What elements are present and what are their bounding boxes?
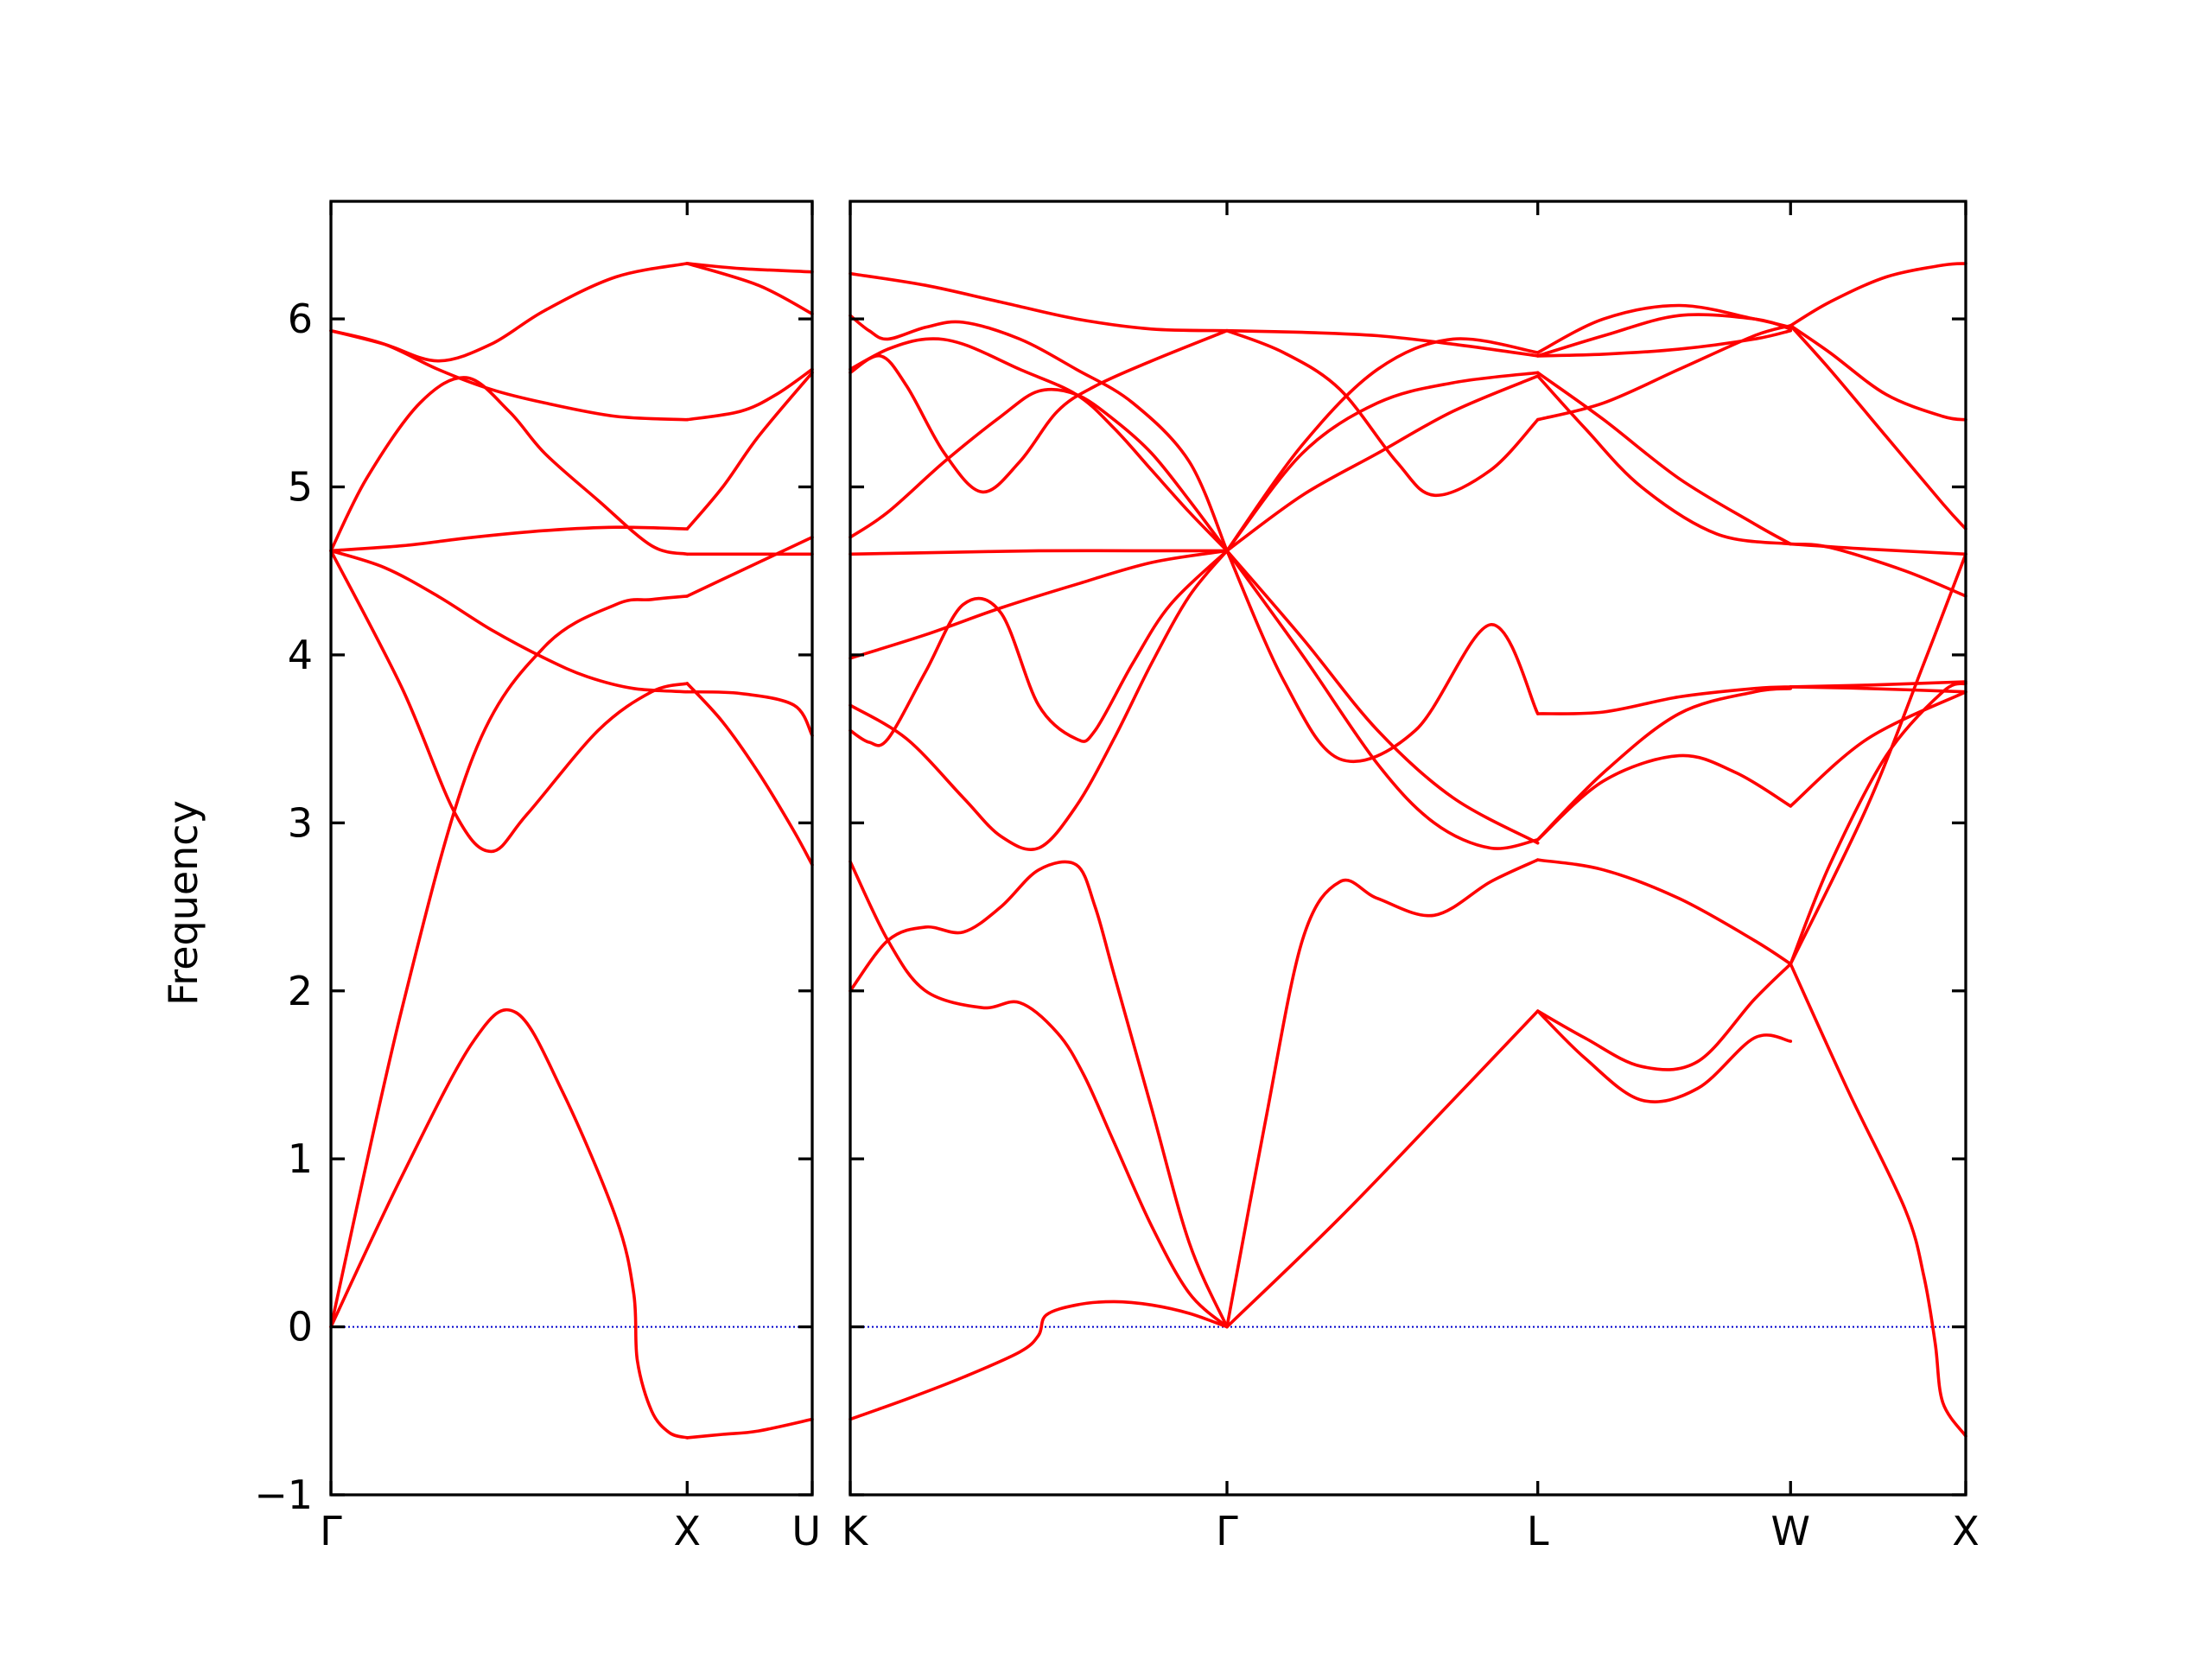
- band-right-34: [1225, 328, 1540, 498]
- ticks-layer: [849, 201, 1967, 1497]
- band-right-6: [1535, 858, 1793, 966]
- band-left-1: [329, 1007, 690, 1440]
- band-right-10: [849, 860, 1229, 1329]
- band-left-17: [685, 262, 814, 316]
- band-right-18: [849, 314, 1229, 553]
- x-tick-label-left-3: U: [791, 1508, 821, 1554]
- band-left-9: [329, 525, 690, 553]
- band-right-1: [849, 1300, 1229, 1421]
- x-tick-label-right-1: K: [842, 1508, 869, 1554]
- band-left-3: [329, 594, 690, 1329]
- band-right-25: [1535, 687, 1793, 842]
- band-left-5: [329, 549, 690, 854]
- band-right-5: [1535, 1009, 1793, 1103]
- y-tick-labels: −1 0 1 2 3 4 5 6: [254, 296, 313, 1518]
- x-tick-label-right-2: Γ: [1216, 1508, 1238, 1554]
- y-tick-label: 2: [288, 968, 313, 1014]
- y-tick-label: 1: [288, 1135, 313, 1182]
- bands-layer: [329, 262, 814, 1440]
- band-right-30: [1225, 374, 1540, 553]
- x-tick-label-left-1: Γ: [320, 1508, 342, 1554]
- x-tick-label-right-4: W: [1771, 1508, 1810, 1554]
- y-tick-label: −1: [254, 1471, 313, 1518]
- band-right-21: [1225, 549, 1540, 845]
- band-left-4: [685, 536, 814, 598]
- band-left-8: [685, 690, 814, 737]
- band-right-41: [1789, 262, 1967, 327]
- band-right-32: [1225, 371, 1540, 553]
- band-left-7: [329, 549, 690, 694]
- band-left-16: [685, 262, 814, 274]
- band-right-33: [1535, 371, 1793, 546]
- band-left-10: [685, 371, 814, 531]
- band-right-40: [1535, 328, 1793, 358]
- band-right-43: [1789, 324, 1967, 531]
- y-tick-label: 5: [288, 464, 313, 511]
- band-right-22: [1225, 549, 1540, 850]
- ticks-layer: [329, 201, 814, 1497]
- band-right-35: [1535, 324, 1793, 422]
- band-left-15: [329, 262, 690, 363]
- band-right-15: [849, 387, 1229, 553]
- band-right-16: [849, 328, 1229, 494]
- band-right-7: [1789, 682, 1967, 966]
- band-left-6: [685, 682, 814, 867]
- y-tick-label: 0: [288, 1304, 313, 1351]
- band-right-13: [849, 549, 1229, 660]
- band-right-29: [1789, 552, 1967, 966]
- y-tick-label: 3: [288, 799, 313, 846]
- bands-layer: [849, 262, 1967, 1438]
- band-right-23: [1535, 753, 1793, 842]
- band-right-14: [849, 549, 1229, 556]
- band-right-19: [849, 271, 1229, 333]
- band-left-2: [685, 1417, 814, 1440]
- band-right-38: [1225, 328, 1540, 358]
- band-left-11: [329, 376, 690, 556]
- band-left-14: [685, 367, 814, 422]
- band-right-20: [1225, 549, 1540, 764]
- band-right-11: [849, 549, 1229, 851]
- band-right-4: [1789, 962, 1967, 1438]
- band-right-26: [1535, 685, 1793, 715]
- band-right-36: [1225, 337, 1540, 553]
- band-right-24: [1789, 690, 1967, 808]
- band-right-39: [1535, 313, 1793, 358]
- band-right-17: [849, 337, 1229, 553]
- band-right-9: [1225, 858, 1540, 1329]
- y-axis-label: Frequency: [160, 800, 207, 1006]
- x-tick-label-right-5: X: [1952, 1508, 1980, 1554]
- y-tick-label: 4: [288, 632, 313, 678]
- left-panel-frame: [329, 200, 814, 1497]
- x-tick-label-left-2: X: [674, 1508, 702, 1554]
- band-right-3: [1535, 962, 1793, 1071]
- band-right-45: [1789, 542, 1967, 598]
- y-tick-label: 6: [288, 296, 313, 342]
- x-tick-label-right-3: L: [1527, 1508, 1549, 1554]
- band-right-8: [849, 860, 1229, 1329]
- band-right-12: [849, 549, 1229, 747]
- band-right-2: [1225, 1009, 1540, 1329]
- band-right-28: [1789, 685, 1967, 694]
- band-right-42: [1789, 324, 1967, 422]
- right-panel-frame: [849, 200, 1967, 1497]
